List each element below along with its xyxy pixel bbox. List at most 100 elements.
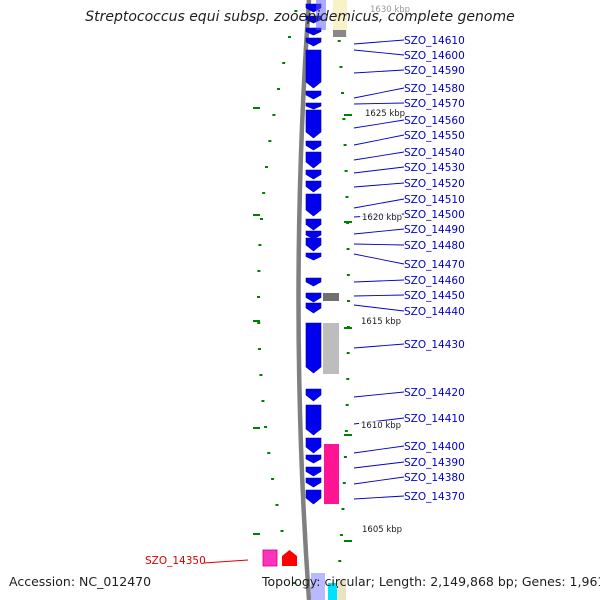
gene-label: SZO_14590 [404, 65, 465, 77]
gene-label: SZO_14580 [404, 83, 465, 95]
tick-mark [287, 36, 291, 38]
gene-label: SZO_14440 [404, 306, 465, 318]
label-leader-line [353, 228, 405, 235]
gene-label: SZO_14430 [404, 339, 465, 351]
forward-gene-arrow [305, 466, 322, 477]
scale-label: 1625 kbp [365, 109, 405, 119]
scale-label: 1620 kbp [362, 213, 402, 223]
tick-mark [282, 62, 286, 64]
forward-gene-arrow [305, 180, 322, 193]
label-leader-line [353, 49, 405, 56]
gene-label: SZO_14560 [404, 115, 465, 127]
tick-mark [272, 114, 276, 116]
major-tick [344, 221, 352, 223]
gene-labels: SZO_14610 SZO_14600 SZO_14590 SZO_14580 SZO_… [145, 35, 465, 567]
tick-mark [259, 218, 263, 220]
label-leader-line [353, 445, 405, 454]
major-tick [344, 434, 352, 436]
backbone [296, 0, 312, 600]
tick-mark [275, 504, 279, 506]
scale-label-backdrop [359, 421, 401, 431]
accession-text: Accession: NC_012470 [9, 574, 152, 589]
gene-label: SZO_14490 [404, 224, 465, 236]
gene-label: SZO_14410 [404, 413, 465, 425]
topology-text: Topology: circular; Length: 2,149,868 bp… [262, 574, 600, 589]
label-leader-line [353, 134, 405, 146]
tick-mark [257, 322, 261, 324]
reverse-gene [333, 0, 347, 37]
major-tick [253, 427, 260, 429]
label-leaders [203, 39, 405, 564]
gene-label: SZO_14510 [404, 194, 465, 206]
label-leader-line [353, 69, 405, 74]
forward-gene-arrow [305, 109, 322, 139]
forward-gene-arrow [305, 37, 322, 47]
label-leader-line [353, 182, 405, 188]
major-tick [344, 114, 352, 116]
tick-mark [258, 244, 262, 246]
forward-gene-arrow [305, 454, 322, 464]
forward-gene-arrow [305, 193, 322, 217]
highlight-gene [262, 549, 278, 567]
scale-labels: 1630 kbp 1625 kbp 1620 kbp 1615 kbp 1610 kbp… [359, 5, 410, 535]
scale-label-backdrop [360, 213, 402, 223]
tick-mark [341, 92, 345, 94]
scale-label-backdrop [363, 109, 405, 119]
reverse-gene [323, 293, 339, 301]
tick-mark [261, 400, 265, 402]
tick-mark [341, 508, 345, 510]
tick-mark [346, 352, 350, 354]
scale-label: 1630 kbp [370, 5, 410, 15]
forward-gene-arrow [311, 573, 325, 600]
tick-mark [346, 378, 350, 380]
forward-gene-arrow [305, 237, 322, 252]
forward-gene-arrow [305, 388, 322, 402]
label-leader-line [353, 119, 405, 129]
forward-gene-arrow [305, 169, 322, 180]
scale-label: 1615 kbp [361, 317, 401, 327]
map-title: Streptococcus equi subsp. zooepidemicus,… [85, 9, 515, 25]
scale-label-backdrop [359, 317, 401, 327]
highlight-gene-label: SZO_14350 [145, 555, 206, 567]
tick-mark [342, 118, 346, 120]
tick-mark [343, 456, 347, 458]
reverse-gene [328, 583, 337, 600]
tick-mark [292, 582, 296, 584]
tick-mark [336, 586, 340, 588]
gene-label: SZO_14420 [404, 387, 465, 399]
scale-label: 1605 kbp [362, 525, 402, 535]
gene-label: SZO_14480 [404, 240, 465, 252]
tick-mark [345, 404, 349, 406]
scale-label: 1610 kbp [361, 421, 401, 431]
label-leader-line [353, 102, 405, 105]
forward-gene-arrow [305, 140, 322, 151]
tick-mark [346, 300, 350, 302]
tick-mark [346, 274, 350, 276]
tick-mark [337, 40, 341, 42]
tick-mark [346, 248, 350, 250]
forward-gene-arrow [305, 277, 322, 287]
tick-mark [344, 430, 348, 432]
label-leader-line [353, 304, 405, 312]
label-leader-line [353, 198, 405, 209]
gene-label: SZO_14540 [404, 147, 465, 159]
tick-mark [338, 560, 342, 562]
label-leader-line [353, 279, 405, 283]
tick-mark [268, 140, 272, 142]
forward-gene-arrow [305, 489, 322, 505]
forward-gene-arrow [305, 252, 322, 261]
gene-label: SZO_14380 [404, 472, 465, 484]
tick-mark [258, 348, 262, 350]
gene-label: SZO_14500 [404, 209, 465, 221]
major-tick [253, 533, 260, 535]
tick-mark [343, 144, 347, 146]
label-leader-line [353, 391, 405, 398]
forward-gene-arrow [305, 404, 322, 436]
label-leader-line [353, 39, 405, 45]
gene-label: SZO_14550 [404, 130, 465, 142]
tick-mark [264, 166, 268, 168]
tick-mark [264, 426, 268, 428]
label-leader-line [353, 166, 405, 174]
